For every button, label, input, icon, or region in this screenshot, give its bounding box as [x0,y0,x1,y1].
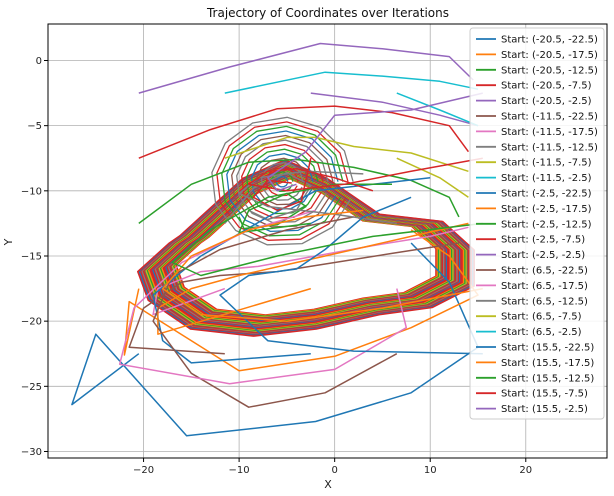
legend-entry: Start: (-11.5, -2.5) [501,173,592,184]
spiral-line [221,125,344,237]
series-line-14 [310,92,479,127]
series-line-9 [224,71,479,94]
y-tick-label: −10 [21,186,42,197]
series-line-18 [396,157,469,198]
y-tick-label: −5 [27,121,42,132]
legend-entry: Start: (-11.5, -12.5) [501,142,598,153]
legend-entry: Start: (15.5, -17.5) [501,358,594,369]
plot-area: −20 −10 0 10 20 0 −5 −10 −15 −20 −25 −30 [21,23,608,476]
series-line-2 [138,158,460,225]
series-line-5 [128,242,460,355]
legend-entry: Start: (6.5, -7.5) [501,312,582,323]
series-line-3 [138,105,470,159]
series-line-20 [219,196,483,355]
x-tick-label: 0 [331,465,337,476]
legend-entry: Start: (-20.5, -2.5) [501,96,592,107]
spiral-line [236,139,329,224]
series-line-23 [247,157,483,192]
legend-entry: Start: (6.5, -17.5) [501,281,588,292]
series-line-15 [152,216,398,408]
legend: Start: (-20.5, -22.5) Start: (-20.5, -17.… [469,27,605,420]
spiral-line [216,121,349,241]
y-tick-label: 0 [36,56,42,67]
legend-entry: Start: (-2.5, -22.5) [501,189,592,200]
legend-entry: Start: (-2.5, -12.5) [501,219,592,230]
series-line-10 [152,177,431,364]
legend-entry: Start: (15.5, -2.5) [501,404,588,415]
legend-entry: Start: (6.5, -2.5) [501,327,582,338]
legend-box [469,27,605,420]
y-tick-label: −20 [21,317,42,328]
axes-frame [47,23,608,459]
legend-entry: Start: (-2.5, -2.5) [501,250,585,261]
series-line-11 [157,222,469,335]
legend-entry: Start: (15.5, -22.5) [501,343,594,354]
x-axis-label: X [324,478,332,491]
chart-title: Trajectory of Coordinates over Iteration… [206,6,449,20]
x-tick-label: −20 [133,465,154,476]
series-line-8 [224,136,469,173]
series-line-7 [224,171,312,224]
spiral-line [231,134,334,228]
series-line-12 [238,192,311,234]
y-axis-label: Y [2,238,15,246]
series-line-13 [252,158,312,212]
legend-entry: Start: (-11.5, -7.5) [501,158,592,169]
legend-entry: Start: (6.5, -22.5) [501,266,588,277]
y-tick-label: −30 [21,447,42,458]
series-line-19 [396,92,479,127]
y-tick-label: −25 [21,382,42,393]
spiral-line [226,130,339,233]
legend-entry: Start: (15.5, -12.5) [501,373,594,384]
spiral-line [211,116,354,246]
legend-entry: Start: (6.5, -12.5) [501,296,588,307]
legend-entry: Start: (-2.5, -17.5) [501,204,592,215]
series-line-21 [161,209,483,322]
legend-entry: Start: (-11.5, -22.5) [501,112,598,123]
x-tick-label: 20 [519,465,532,476]
x-tick-label: 10 [424,465,437,476]
legend-entry: Start: (-11.5, -17.5) [501,127,598,138]
legend-entry: Start: (-2.5, -7.5) [501,235,585,246]
series-line-24 [267,92,483,192]
legend-entry: Start: (-20.5, -7.5) [501,81,592,92]
y-tick-label: −15 [21,251,42,262]
legend-entry: Start: (-20.5, -12.5) [501,65,598,76]
series-line-4 [138,42,474,94]
x-tick-label: −10 [229,465,250,476]
legend-entry: Start: (-20.5, -17.5) [501,50,598,61]
spiral-line [260,162,304,201]
legend-entry: Start: (-20.5, -22.5) [501,35,598,46]
legend-entry: Start: (15.5, -7.5) [501,389,588,400]
